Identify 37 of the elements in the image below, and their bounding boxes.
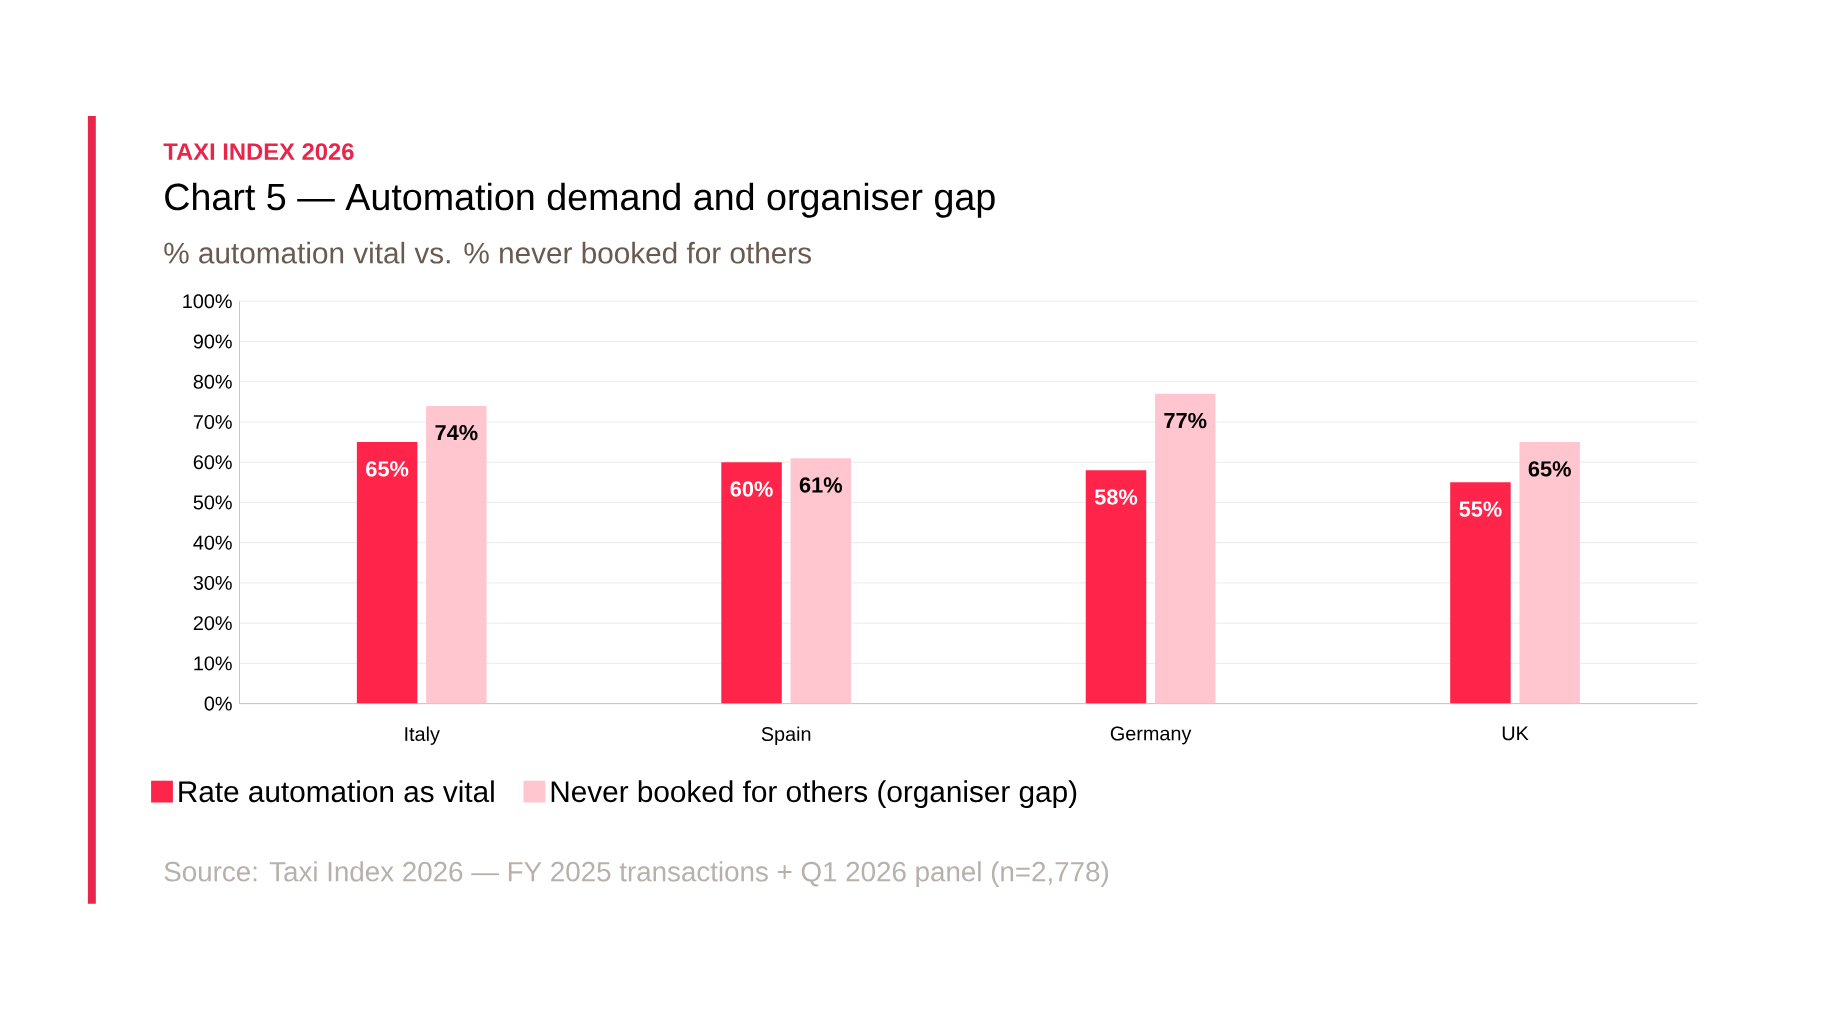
data-label: 74%: [435, 425, 478, 441]
data-label: 61%: [799, 477, 843, 493]
legend-label: Never booked for others (organiser gap): [551, 780, 1077, 809]
x-tick-label: UK: [1502, 726, 1529, 741]
x-tick-label: Italy: [405, 726, 440, 746]
source-note: Source: Taxi Index 2026 — FY 2025 transactions + Q1 2026 panel (n=2,778): [164, 861, 1109, 888]
y-tick-label: 0%: [204, 696, 232, 711]
data-label: 65%: [366, 461, 409, 477]
bar: [1085, 470, 1147, 704]
y-tick-label: 70%: [193, 415, 232, 430]
legend-label: Rate automation as vital: [179, 780, 494, 803]
chart-subtitle: Chart 5 — Automation demand and organiser gap: [165, 182, 995, 218]
y-tick-label: 30%: [193, 576, 232, 591]
bar: [426, 406, 487, 704]
bar: [1154, 393, 1216, 704]
y-tick-label: 100%: [183, 294, 232, 309]
y-tick-label: 40%: [193, 535, 232, 550]
y-tick-label: 80%: [193, 374, 232, 389]
x-tick-label: Germany: [1110, 726, 1192, 745]
bar: [721, 462, 782, 704]
y-tick-label: 10%: [194, 656, 232, 671]
chart-title: TAXI INDEX 2026: [163, 143, 354, 161]
y-tick-label: 90%: [193, 334, 232, 349]
data-label: 58%: [1094, 489, 1138, 505]
y-axis-title: % automation vital vs. % never booked for others: [164, 241, 811, 264]
data-label: 60%: [730, 481, 773, 497]
bar: [356, 442, 418, 704]
y-tick-label: 60%: [193, 455, 232, 470]
x-tick-label: Spain: [761, 726, 811, 746]
data-label: 55%: [1459, 501, 1502, 517]
data-label: 65%: [1528, 461, 1571, 477]
bar: [790, 458, 852, 704]
y-tick-label: 20%: [193, 616, 232, 631]
bar: [1450, 482, 1511, 704]
bar: [1519, 442, 1580, 704]
data-label: 77%: [1164, 413, 1207, 429]
y-tick-label: 50%: [193, 495, 232, 510]
